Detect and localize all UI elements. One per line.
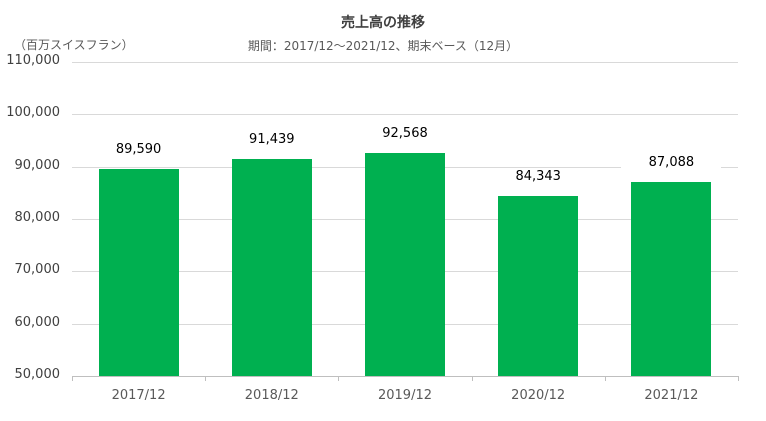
x-tick-mark: [338, 376, 340, 381]
bar-2020-12: [498, 196, 579, 376]
y-tick-label: 50,000: [14, 367, 61, 382]
bar-2017-12: [98, 168, 179, 376]
bar-2021-12: [631, 181, 712, 376]
y-tick-label: 90,000: [14, 157, 61, 173]
gridline: [72, 114, 738, 116]
gridline: [72, 62, 738, 63]
x-axis-line: [72, 376, 738, 377]
x-tick-label: 2019/12: [377, 388, 432, 403]
bar-2019-12: [365, 153, 445, 376]
x-tick-label: 2020/12: [511, 388, 566, 403]
x-tick-mark: [72, 376, 73, 381]
x-tick-mark: [604, 376, 606, 381]
y-tick-label: 100,000: [6, 105, 60, 121]
data-label: 87,088: [621, 154, 722, 170]
chart-subtitle: 期間：2017/12～2021/12、期末ベース（12月）: [247, 39, 519, 53]
y-tick-label: 110,000: [6, 53, 60, 68]
data-label: 89,590: [88, 141, 189, 157]
y-axis-unit-label: （百万スイスフラン）: [14, 38, 134, 52]
y-tick-label: 80,000: [14, 210, 61, 225]
data-label: 92,568: [355, 126, 455, 142]
bar-2018-12: [231, 159, 312, 376]
y-tick-label: 60,000: [14, 314, 61, 330]
y-tick-label: 70,000: [14, 262, 61, 278]
data-label: 91,439: [221, 132, 322, 148]
x-tick-mark: [205, 376, 207, 381]
x-tick-mark: [738, 376, 739, 381]
x-tick-label: 2017/12: [111, 388, 166, 403]
data-label: 84,343: [488, 169, 589, 185]
x-tick-mark: [471, 376, 473, 381]
x-tick-label: 2021/12: [644, 388, 699, 403]
x-tick-label: 2018/12: [244, 388, 299, 403]
chart-title: 売上高の推移: [341, 15, 425, 31]
